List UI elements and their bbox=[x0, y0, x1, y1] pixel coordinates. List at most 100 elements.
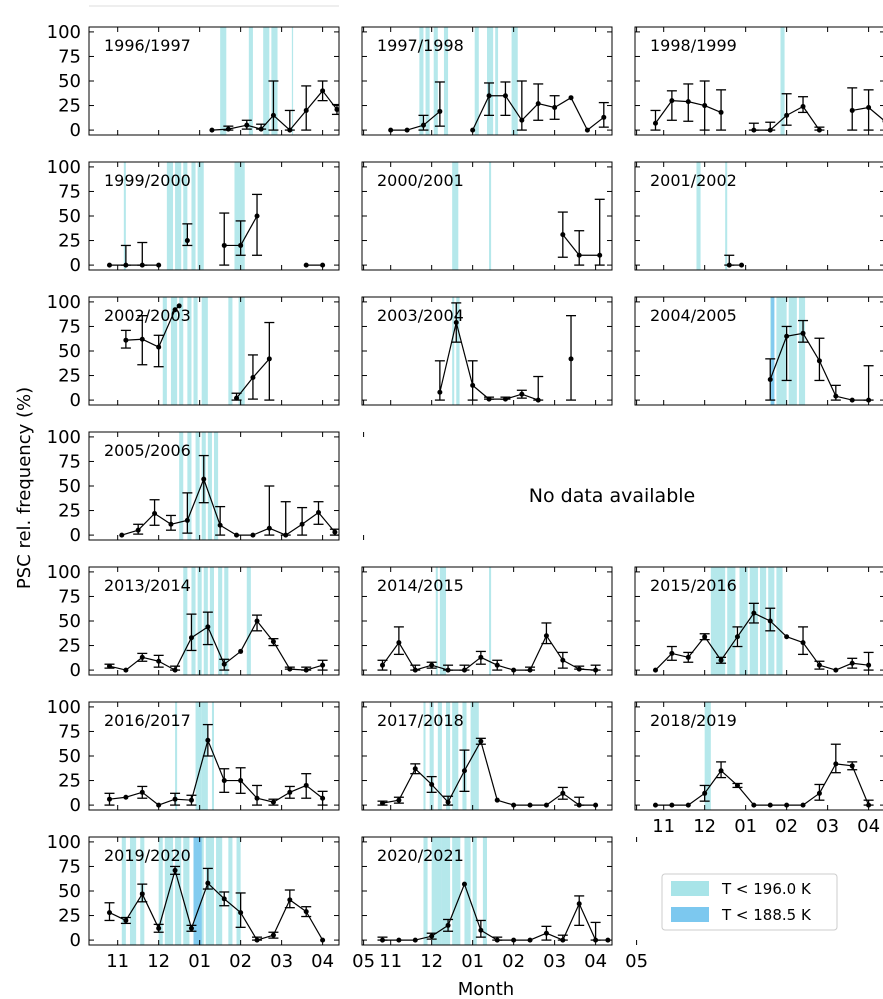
y-tick-label: 100 bbox=[47, 562, 81, 583]
y-tick-label: 100 bbox=[47, 292, 81, 313]
series-segment bbox=[455, 322, 474, 386]
x-tick-label: 04 bbox=[311, 951, 334, 972]
data-point bbox=[270, 112, 276, 118]
cold-band bbox=[263, 27, 270, 135]
series-segment bbox=[285, 523, 303, 536]
data-point bbox=[502, 396, 508, 402]
data-point bbox=[597, 252, 603, 258]
cold-band bbox=[211, 702, 214, 810]
x-tick-label: 02 bbox=[502, 951, 525, 972]
cold-band bbox=[439, 567, 447, 675]
data-point bbox=[652, 120, 658, 126]
data-point bbox=[152, 510, 158, 516]
data-point bbox=[461, 768, 467, 774]
x-tick-label: 12 bbox=[420, 951, 443, 972]
cold-band bbox=[129, 837, 137, 945]
data-point bbox=[543, 802, 549, 808]
series-segment bbox=[203, 478, 221, 526]
data-point bbox=[552, 105, 558, 111]
cold-band bbox=[214, 432, 219, 540]
data-point bbox=[527, 667, 533, 673]
data-point bbox=[767, 376, 773, 382]
data-point bbox=[849, 660, 855, 666]
series-segment bbox=[289, 110, 307, 131]
cold-band bbox=[162, 297, 167, 405]
cold-band bbox=[470, 702, 479, 810]
series-segment bbox=[562, 792, 580, 806]
y-tick-label: 75 bbox=[58, 586, 81, 607]
data-point bbox=[303, 909, 309, 915]
series-segment bbox=[720, 636, 738, 661]
data-point bbox=[652, 802, 658, 808]
data-point bbox=[332, 529, 338, 535]
cold-band bbox=[452, 702, 459, 810]
cold-band bbox=[798, 297, 806, 405]
y-axis-label: PSC rel. frequency (%) bbox=[14, 387, 35, 589]
series-segment bbox=[570, 97, 588, 131]
series-segment bbox=[125, 893, 143, 921]
panel-title: 1996/1997 bbox=[104, 36, 191, 55]
cold-band bbox=[725, 162, 728, 270]
cold-band bbox=[482, 837, 487, 945]
data-point bbox=[303, 782, 309, 788]
data-point bbox=[652, 667, 658, 673]
data-point bbox=[139, 336, 145, 342]
data-point bbox=[244, 122, 250, 128]
cold-band bbox=[216, 837, 223, 945]
x-tick-label: 04 bbox=[857, 816, 880, 837]
series-segment bbox=[382, 799, 399, 804]
panel-title: 2002/2003 bbox=[104, 306, 191, 325]
cold-band bbox=[489, 162, 492, 270]
data-point bbox=[576, 901, 582, 907]
cold-band bbox=[433, 27, 438, 135]
cold-band bbox=[423, 702, 426, 810]
data-point bbox=[445, 799, 451, 805]
data-point bbox=[412, 766, 418, 772]
series-segment bbox=[480, 656, 498, 666]
cold-band bbox=[203, 567, 208, 675]
series-segment bbox=[447, 883, 466, 926]
data-point bbox=[119, 532, 125, 538]
series-segment bbox=[142, 656, 159, 662]
cold-band bbox=[452, 837, 461, 945]
data-point bbox=[502, 93, 508, 99]
panel-2004-2005: 2004/2005 bbox=[634, 296, 883, 406]
cold-band bbox=[727, 567, 736, 675]
cold-band bbox=[710, 567, 726, 675]
data-point bbox=[412, 667, 418, 673]
series-segment bbox=[289, 784, 307, 793]
cold-band bbox=[236, 837, 241, 945]
series-segment bbox=[414, 768, 433, 785]
y-tick-label: 75 bbox=[58, 721, 81, 742]
series-segment bbox=[207, 740, 225, 781]
data-point bbox=[685, 99, 691, 105]
cold-band bbox=[183, 567, 188, 675]
data-point bbox=[568, 95, 574, 101]
y-tick-label: 50 bbox=[58, 71, 81, 92]
data-point bbox=[833, 761, 839, 767]
series-segment bbox=[655, 100, 673, 124]
data-point bbox=[685, 654, 691, 660]
data-point bbox=[123, 917, 129, 923]
data-point bbox=[334, 106, 339, 112]
data-point bbox=[866, 105, 872, 111]
data-point bbox=[784, 634, 790, 640]
data-point bbox=[254, 795, 260, 801]
data-point bbox=[123, 337, 129, 343]
cold-band bbox=[291, 27, 294, 135]
data-point bbox=[767, 127, 773, 133]
series-segment bbox=[546, 792, 564, 806]
panel-2019-2020: 2019/2020 0 25 50 75 100 11 12 01 02 03 04 05 bbox=[47, 832, 375, 972]
cold-band bbox=[487, 27, 494, 135]
data-point bbox=[494, 662, 500, 668]
cold-band bbox=[207, 432, 212, 540]
data-point bbox=[238, 242, 244, 248]
legend-label-very-cold: T < 188.5 K bbox=[721, 906, 812, 924]
series-segment bbox=[109, 912, 127, 921]
cold-band bbox=[489, 567, 492, 675]
series-segment bbox=[851, 765, 870, 806]
data-point bbox=[478, 654, 484, 660]
x-tick-label: 05 bbox=[352, 951, 375, 972]
series-segment bbox=[704, 770, 722, 794]
data-point bbox=[702, 103, 708, 109]
